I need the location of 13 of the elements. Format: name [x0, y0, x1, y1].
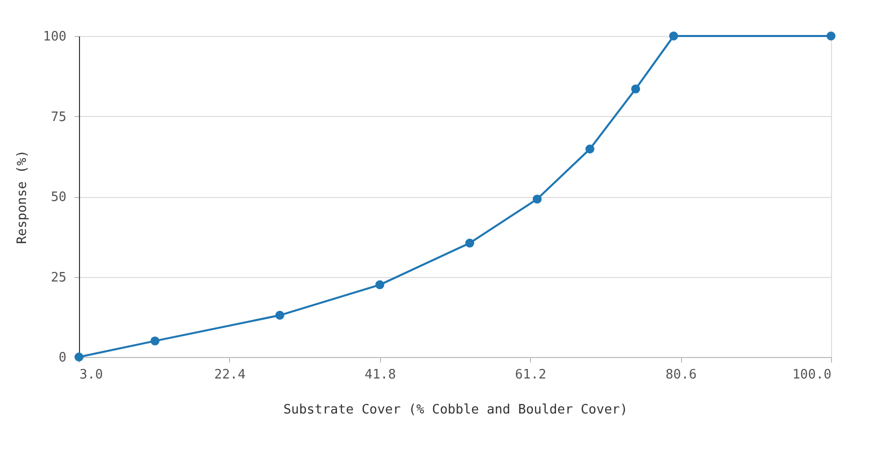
x-tick-label: 3.0 — [80, 368, 103, 382]
y-tick-label: 0 — [58, 350, 66, 366]
x-tick-label: 100.0 — [792, 368, 832, 382]
y-tick-label: 25 — [50, 270, 66, 286]
x-axis-title: Substrate Cover (% Cobble and Boulder Cover) — [283, 402, 628, 418]
y-tick-label: 75 — [50, 110, 66, 125]
x-tick-label: 80.6 — [665, 368, 697, 382]
y-axis-title: Response (%) — [15, 150, 30, 244]
x-tick-label: 41.8 — [364, 368, 396, 382]
y-tick-label: 100 — [43, 30, 66, 44]
y-tick-label: 50 — [50, 190, 66, 205]
x-tick-label: 61.2 — [515, 368, 546, 382]
x-tick-label: 22.4 — [214, 368, 246, 382]
